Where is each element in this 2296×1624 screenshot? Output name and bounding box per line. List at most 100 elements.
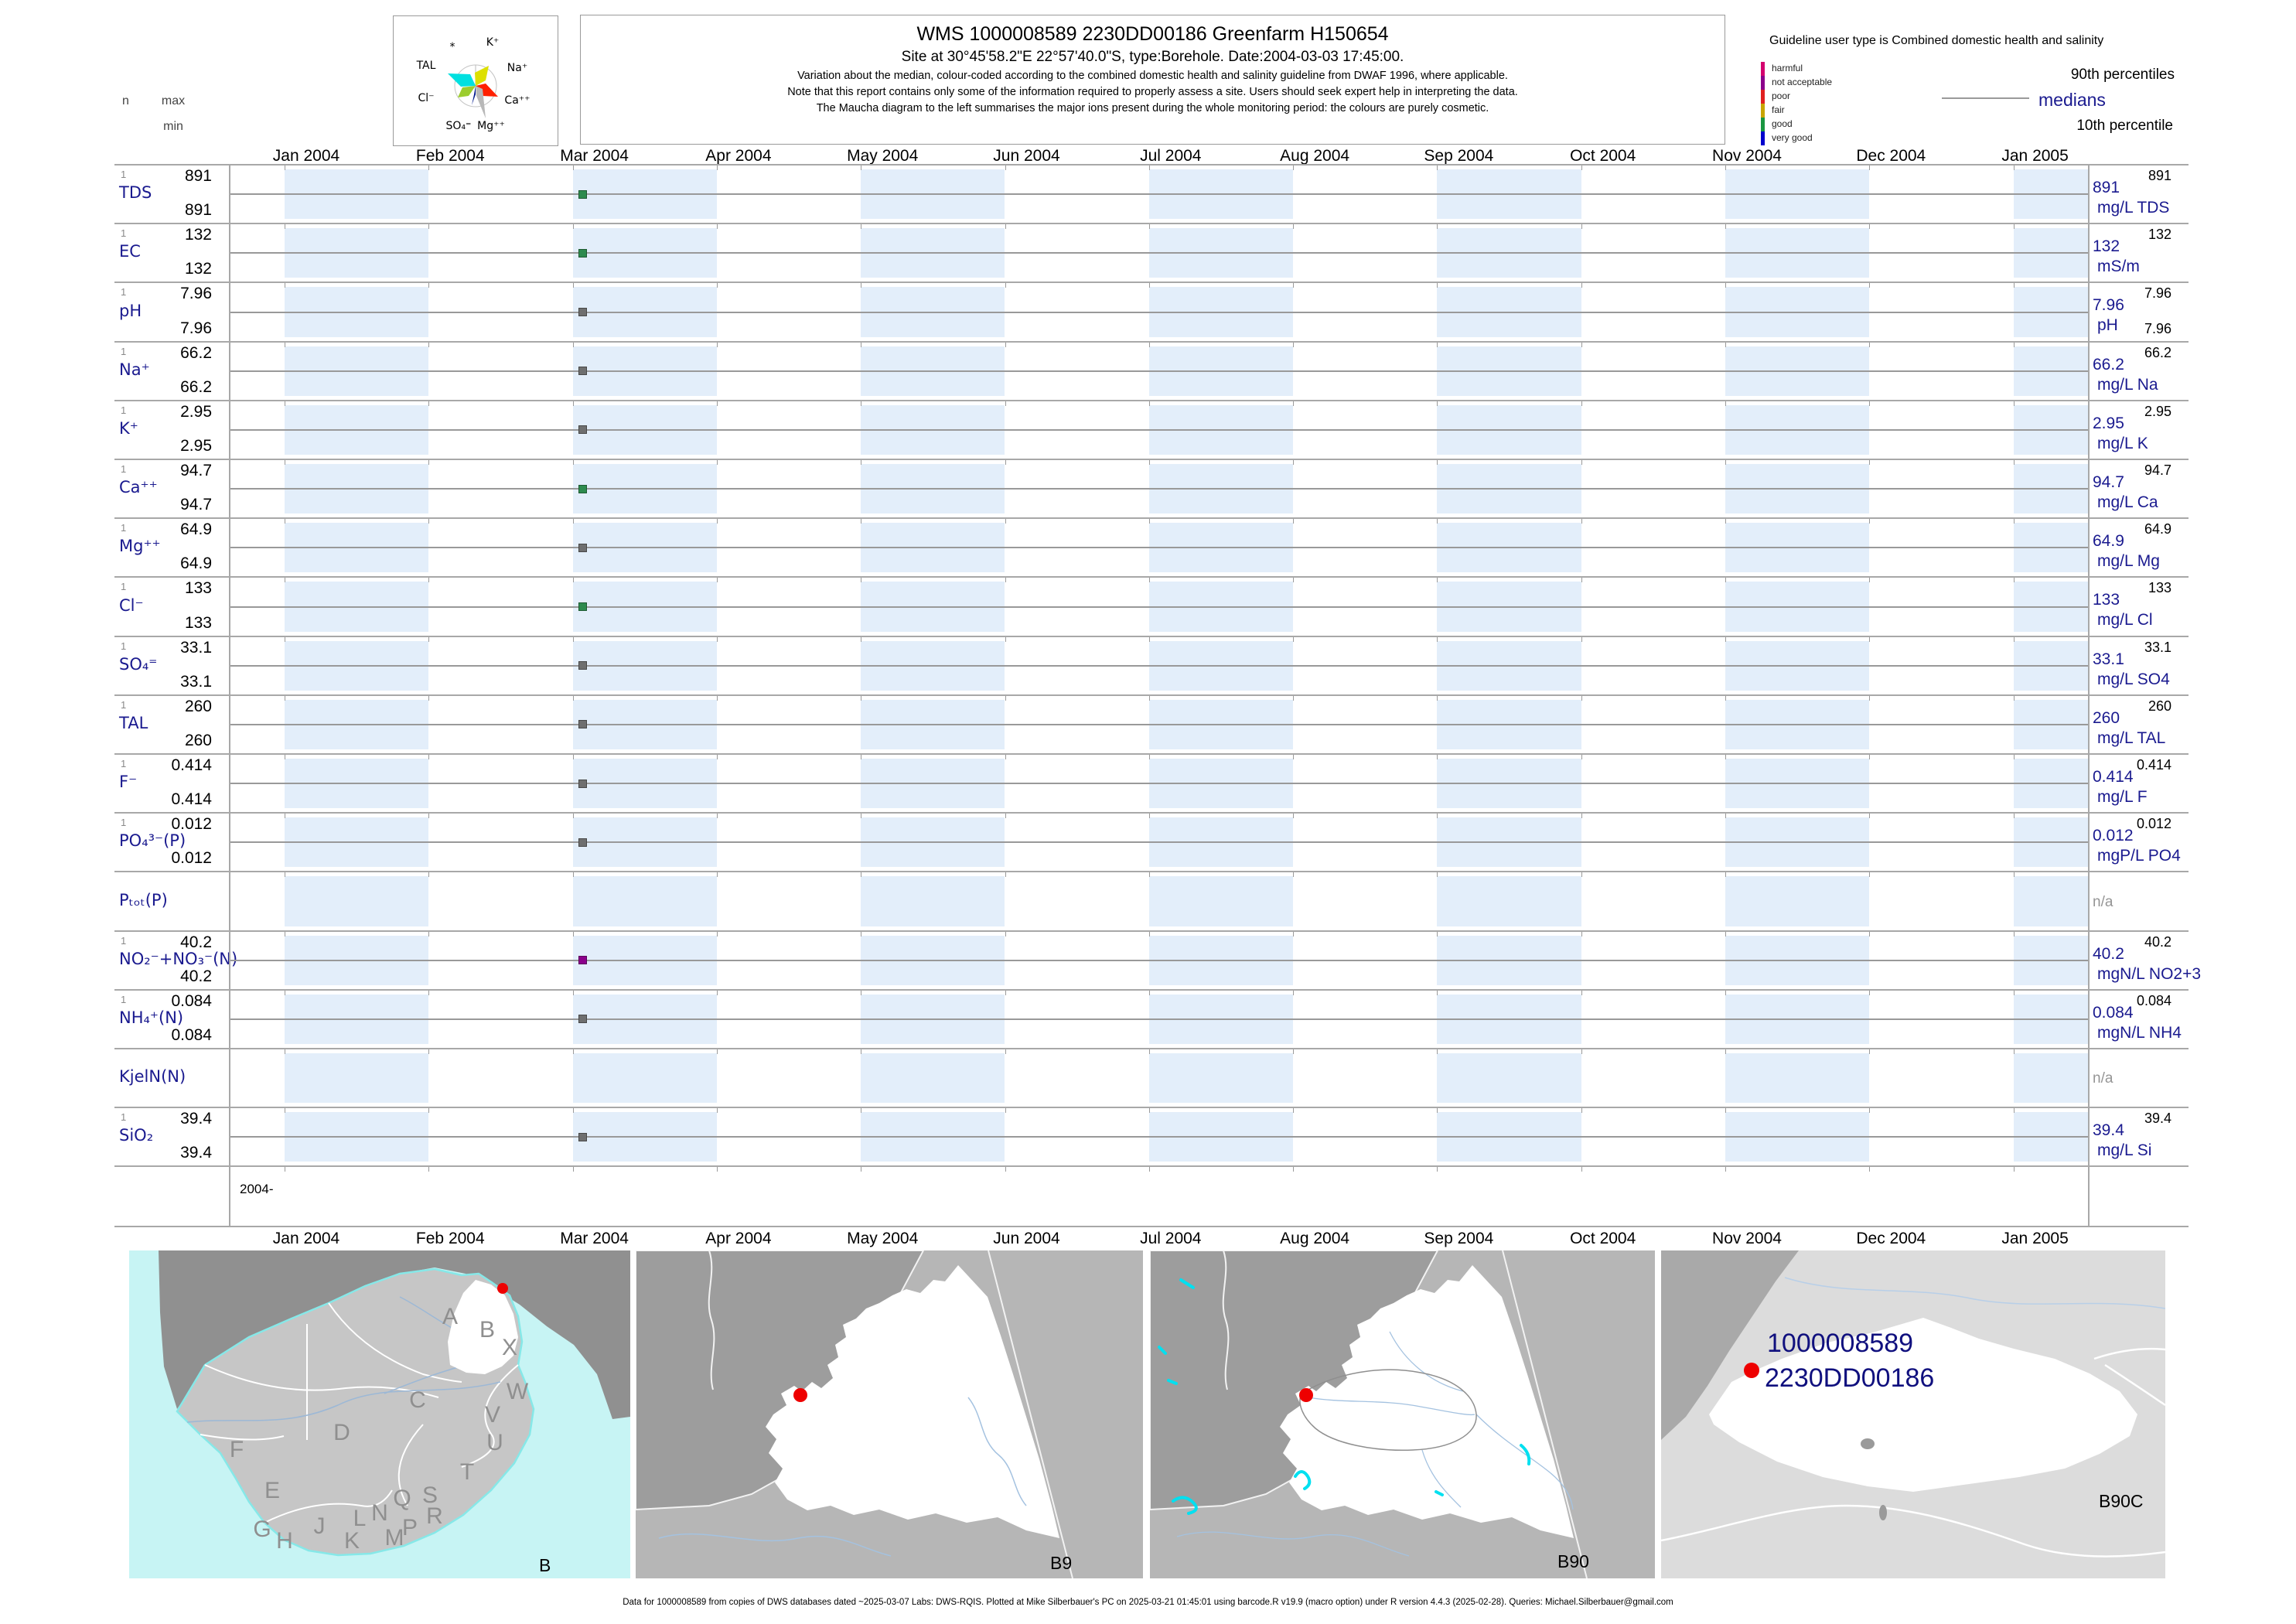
- sample-point: [578, 484, 587, 493]
- median-line: [229, 428, 2088, 431]
- title-box: WMS 1000008589 2230DD00186 Greenfarm H15…: [580, 15, 1725, 145]
- n-count: 1: [121, 758, 127, 769]
- month-tick: [1869, 401, 1871, 406]
- maucha-ion-label: *: [449, 41, 455, 53]
- median-value: 133: [2093, 591, 2120, 609]
- month-tick: [2013, 814, 2015, 819]
- month-tick: [1725, 755, 1726, 759]
- n-count: 1: [121, 581, 127, 593]
- month-tick: [1869, 165, 1871, 170]
- min-value: 33.1: [180, 672, 212, 691]
- guideline-color-swatch: [1761, 76, 1765, 90]
- catchment-b9-shape: [766, 1265, 1059, 1538]
- row-separator: [114, 223, 2189, 225]
- map-catchment-b90: B90: [1150, 1250, 1655, 1578]
- month-tick: [1581, 519, 1582, 524]
- maucha-ion-label: Na⁺: [507, 62, 528, 74]
- month-label-top: Sep 2004: [1424, 147, 1494, 165]
- row-separator: [114, 812, 2189, 814]
- month-tick: [1581, 872, 1582, 878]
- drainage-region-letter: P: [402, 1515, 418, 1540]
- row-separator: [114, 459, 2189, 460]
- n-count: 1: [121, 934, 127, 947]
- month-tick: [1581, 401, 1582, 406]
- month-tick: [2013, 755, 2015, 759]
- row-separator: [114, 576, 2189, 578]
- month-tick: [428, 931, 430, 937]
- row-separator: [114, 517, 2189, 520]
- month-tick: [572, 1049, 574, 1054]
- unit-label: mg/L F: [2097, 788, 2148, 806]
- month-tick: [1005, 814, 1006, 819]
- month-tick: [1293, 695, 1295, 701]
- n-count: 1: [121, 286, 127, 299]
- p90-value: 7.96: [2144, 285, 2171, 302]
- median-line: [229, 606, 2088, 608]
- site-id-station: 2230DD00186: [1765, 1363, 1934, 1393]
- month-tick: [1725, 814, 1726, 819]
- month-tick: [572, 460, 574, 465]
- month-tick: [1869, 636, 1871, 642]
- median-line: [229, 664, 2088, 667]
- month-tick: [1005, 519, 1006, 524]
- row-separator: [114, 871, 2189, 873]
- drainage-region-letter: M: [385, 1525, 404, 1551]
- unit-label: mgN/L NO2+3: [2097, 964, 2202, 983]
- max-value: 94.7: [180, 462, 212, 479]
- month-tick: [1293, 401, 1295, 406]
- month-stripe: [2013, 1053, 2088, 1104]
- title-note-3: The Maucha diagram to the left summarise…: [816, 102, 1489, 114]
- month-tick: [1437, 165, 1438, 170]
- parameter-label: SiO₂: [119, 1126, 154, 1145]
- row-separator: [114, 399, 2189, 401]
- p90-value: 132: [2148, 227, 2171, 243]
- maucha-ion-label: Cl⁻: [418, 92, 435, 104]
- drainage-region-letter: B: [479, 1317, 495, 1343]
- water-features: [1158, 1278, 1531, 1515]
- month-label-bottom: Sep 2004: [1424, 1230, 1494, 1247]
- month-tick: [1581, 636, 1582, 642]
- month-tick: [1293, 931, 1295, 937]
- month-stripe: [1437, 876, 1581, 926]
- parameter-label: F⁻: [119, 773, 138, 792]
- guideline-color-swatch: [1761, 118, 1765, 131]
- unit-label: mgN/L NH4: [2097, 1023, 2182, 1042]
- page-title: WMS 1000008589 2230DD00186 Greenfarm H15…: [916, 23, 1389, 45]
- month-tick: [572, 636, 574, 642]
- month-tick: [2013, 283, 2015, 288]
- maucha-ion-label: Mg⁺⁺: [477, 120, 505, 132]
- parameter-label: Cl⁻: [119, 595, 144, 615]
- median-line: [229, 959, 2088, 961]
- month-tick: [572, 224, 574, 230]
- median-line: [229, 1136, 2088, 1138]
- map-label-b90c: B90C: [2099, 1491, 2144, 1511]
- month-tick: [1581, 814, 1582, 819]
- not-available: n/a: [2093, 1070, 2113, 1087]
- month-tick: [1725, 342, 1726, 347]
- month-tick: [572, 519, 574, 524]
- month-tick: [1148, 578, 1150, 583]
- month-tick: [1437, 695, 1438, 701]
- month-tick: [2013, 519, 2015, 524]
- site-id-number: 1000008589: [1767, 1329, 1913, 1358]
- guideline-class-label: fair: [1772, 104, 1785, 115]
- month-stripe: [2013, 876, 2088, 926]
- subcatchment-b90c-shape: [1709, 1318, 2137, 1492]
- drainage-region-letter: D: [333, 1420, 350, 1445]
- month-tick: [1437, 519, 1438, 524]
- month-tick: [1869, 1049, 1871, 1054]
- month-tick: [1148, 755, 1150, 759]
- maucha-star-icon: [448, 64, 498, 118]
- month-label-bottom: Jan 2005: [2001, 1230, 2069, 1247]
- month-tick: [1437, 578, 1438, 583]
- n-count: 1: [121, 640, 127, 652]
- drainage-region-letter: T: [460, 1459, 474, 1485]
- median-value: 39.4: [2093, 1121, 2124, 1140]
- month-tick: [1437, 755, 1438, 759]
- n-count: 1: [121, 463, 127, 475]
- p90-value: 133: [2148, 580, 2171, 596]
- row-separator: [114, 694, 2189, 696]
- drainage-region-letter: L: [353, 1506, 367, 1531]
- max-value: 133: [184, 579, 212, 598]
